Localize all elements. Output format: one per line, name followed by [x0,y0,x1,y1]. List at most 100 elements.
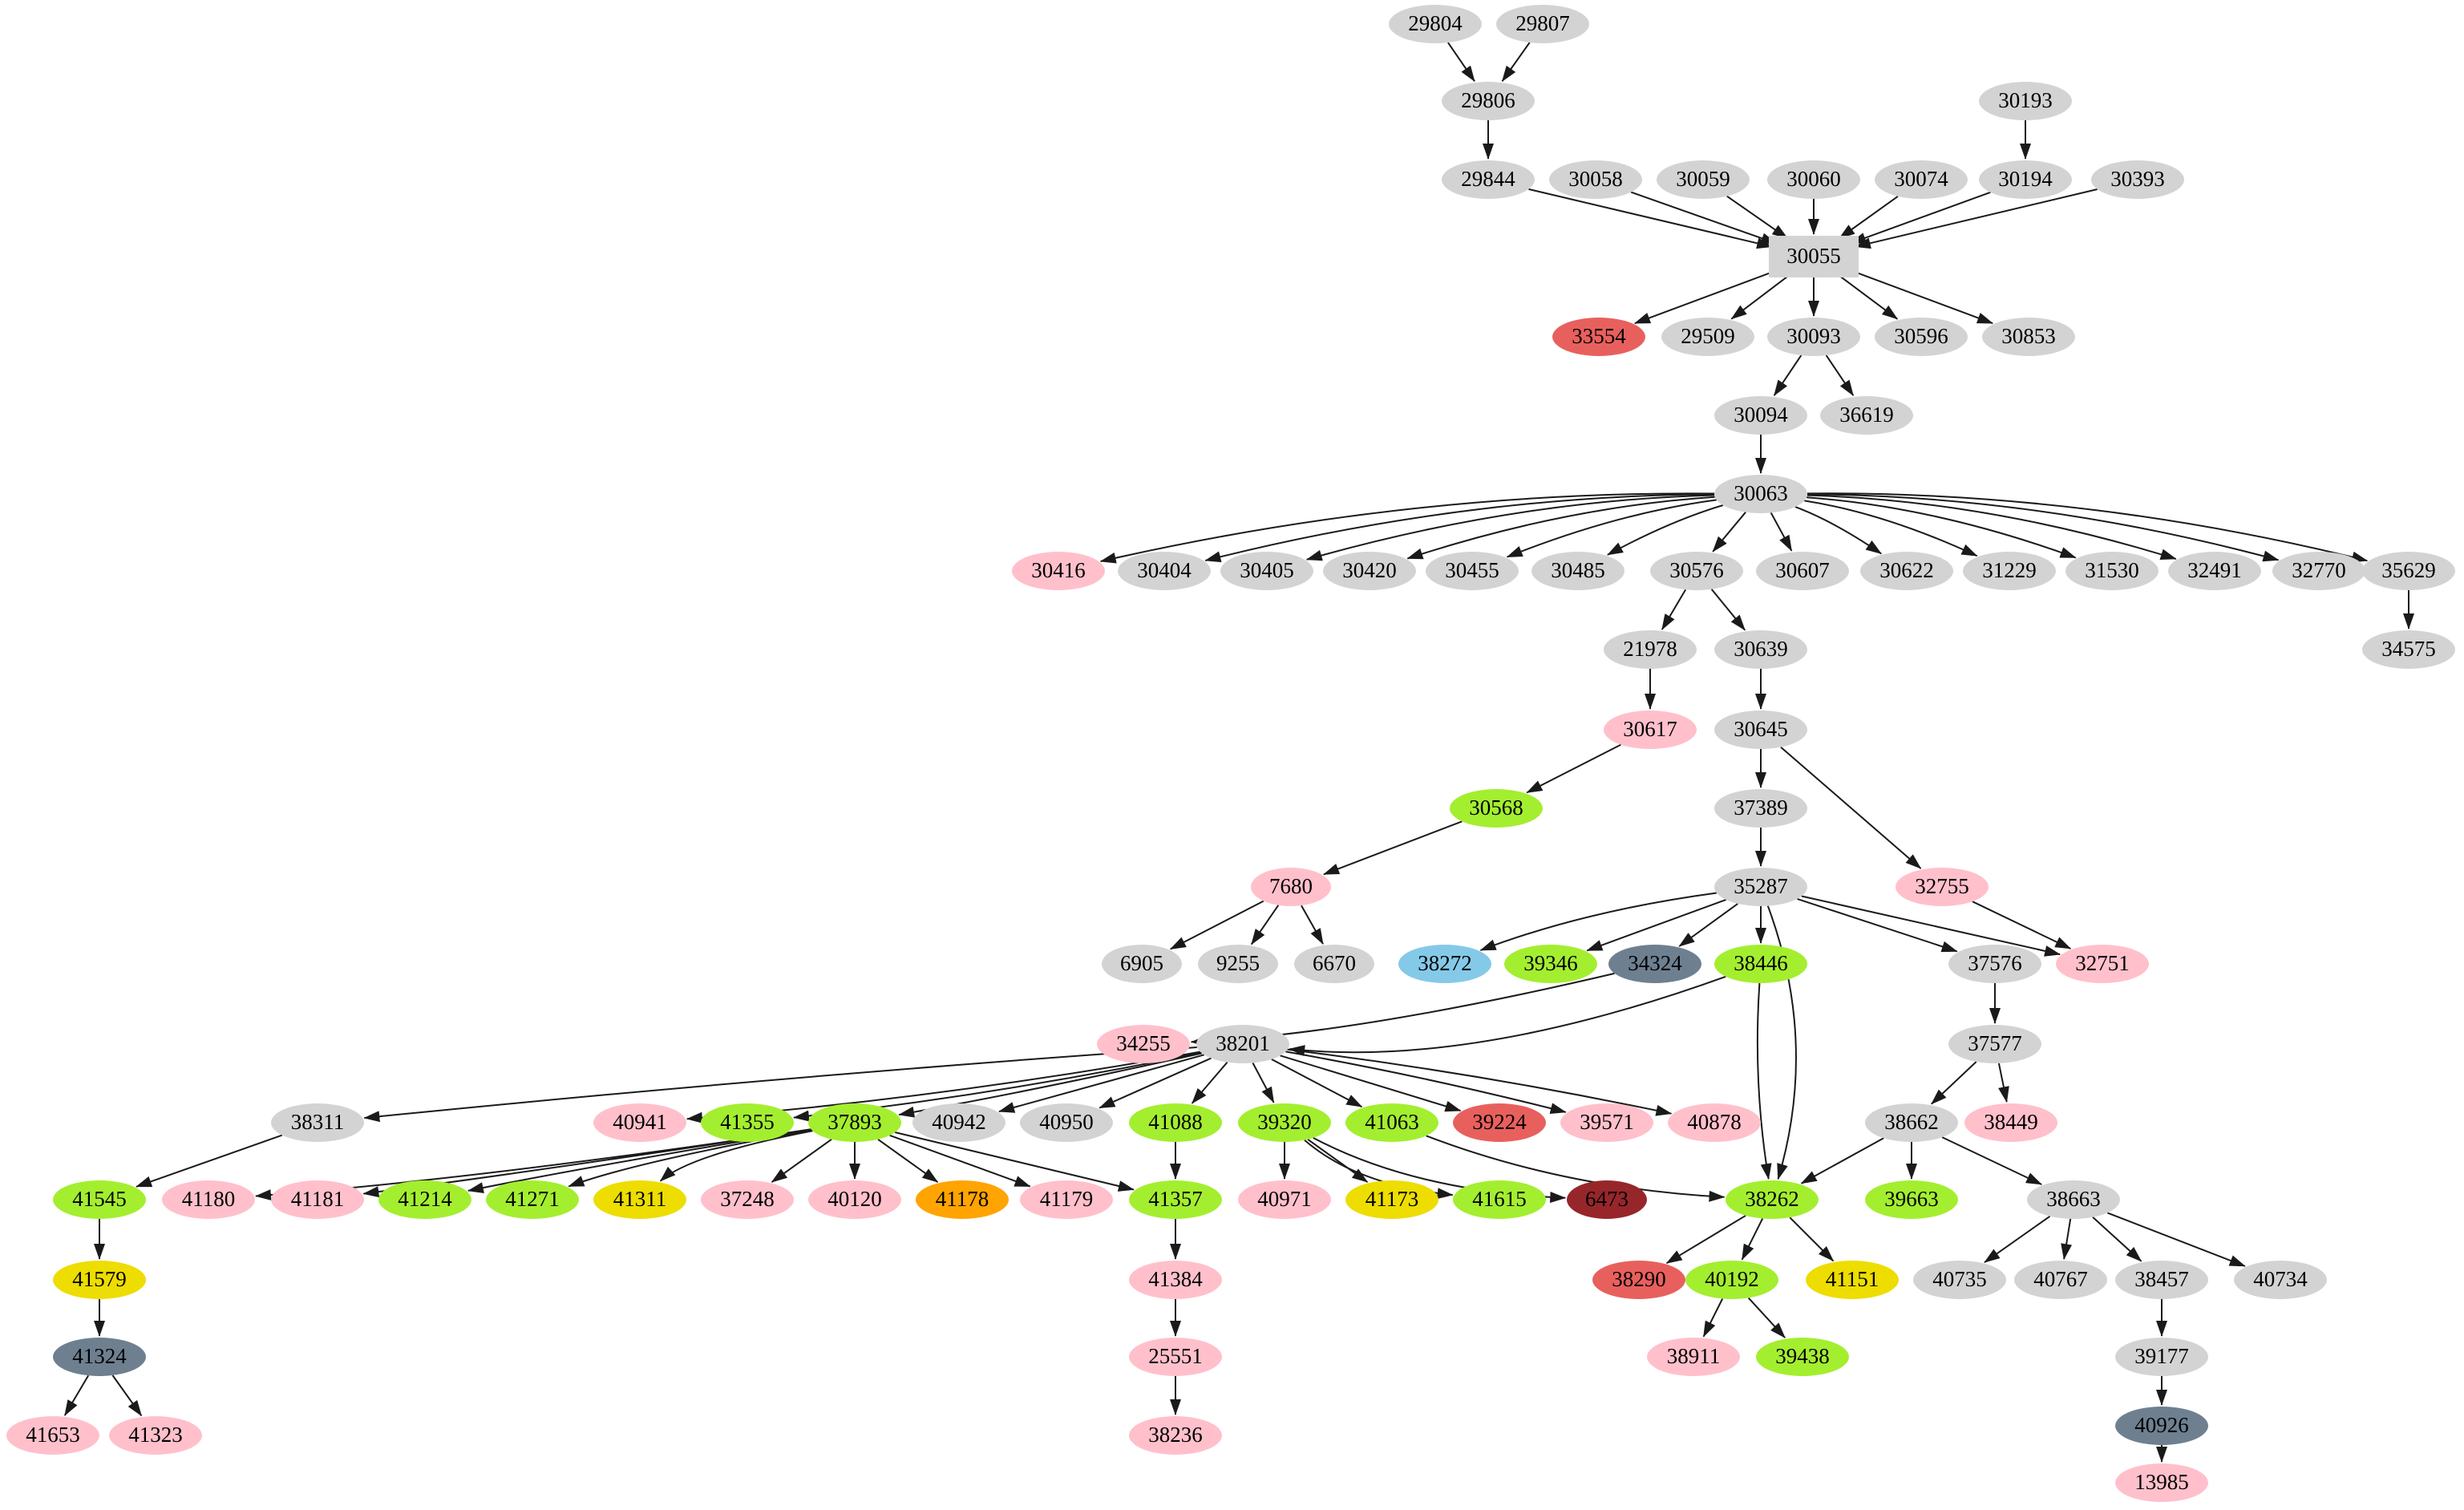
node-38201: 38201 [1196,1025,1289,1063]
node-6670: 6670 [1294,945,1374,983]
node-label-39177: 39177 [2134,1344,2189,1368]
node-label-30058: 30058 [1568,167,1623,191]
node-ellipse-41063 [1345,1103,1438,1142]
node-32751: 32751 [2056,945,2149,983]
edge-30617-30568 [1526,743,1621,794]
node-label-38457: 38457 [2134,1267,2189,1291]
node-label-38290: 38290 [1612,1267,1666,1291]
node-ellipse-30576 [1650,552,1743,590]
node-label-30485: 30485 [1551,558,1605,582]
node-38911: 38911 [1647,1338,1740,1376]
node-ellipse-21978 [1604,630,1697,669]
node-label-37389: 37389 [1734,795,1788,820]
node-30617: 30617 [1604,710,1697,749]
node-29806: 29806 [1442,82,1535,120]
node-ellipse-39571 [1560,1103,1653,1142]
node-41088: 41088 [1129,1103,1222,1142]
node-label-30416: 30416 [1031,558,1086,582]
node-30193: 30193 [1979,82,2072,120]
node-41179: 41179 [1020,1180,1113,1219]
node-label-6670: 6670 [1313,951,1356,975]
node-ellipse-41545 [53,1180,146,1219]
node-30055: 30055 [1769,236,1859,277]
node-30405: 30405 [1220,552,1313,590]
node-ellipse-38662 [1865,1103,1958,1142]
node-37577: 37577 [1948,1025,2041,1063]
node-label-38236: 38236 [1148,1423,1203,1447]
node-label-40941: 40941 [613,1110,667,1134]
node-ellipse-30416 [1012,552,1105,590]
node-38449: 38449 [1964,1103,2057,1142]
edge-40192-39438 [1747,1297,1786,1338]
node-30645: 30645 [1714,710,1807,749]
node-label-39438: 39438 [1775,1344,1830,1368]
edge-41324-41323 [111,1374,143,1417]
edge-30093-30094 [1773,354,1802,397]
node-ellipse-40734 [2234,1261,2327,1299]
node-35629: 35629 [2362,552,2455,590]
edge-7680-9255 [1250,905,1280,945]
edge-38663-38457 [2092,1217,2142,1262]
node-41615: 41615 [1453,1180,1546,1219]
edge-30576-21978 [1661,589,1687,630]
node-label-40735: 40735 [1932,1267,1987,1291]
node-label-40926: 40926 [2134,1413,2189,1437]
node-ellipse-38446 [1714,945,1807,983]
edge-38662-38262 [1800,1137,1884,1184]
edge-38262-41151 [1789,1217,1835,1262]
edge-30055-33554 [1633,269,1779,325]
node-label-30074: 30074 [1894,167,1948,191]
node-40941: 40941 [593,1103,686,1142]
node-ellipse-30455 [1426,552,1519,590]
node-label-21978: 21978 [1623,637,1677,661]
node-40735: 40735 [1913,1261,2006,1299]
node-41579: 41579 [53,1261,146,1299]
edge-30055-30596 [1837,273,1899,320]
node-37576: 37576 [1948,945,2041,983]
node-41063: 41063 [1345,1103,1438,1142]
node-21978: 21978 [1604,630,1697,669]
node-label-39224: 39224 [1472,1110,1527,1134]
edge-38201-41063 [1271,1059,1363,1108]
node-30576: 30576 [1650,552,1743,590]
node-label-13985: 13985 [2134,1470,2189,1494]
node-ellipse-30405 [1220,552,1313,590]
node-label-9255: 9255 [1216,951,1260,975]
node-ellipse-41180 [162,1180,255,1219]
graph-nodes: 29804 29807 29806 30193 29844 30058 30059 30060… [6,5,2455,1502]
node-ellipse-40878 [1668,1103,1761,1142]
node-label-30094: 30094 [1734,403,1788,427]
node-40926: 40926 [2115,1407,2208,1445]
node-label-38311: 38311 [291,1110,345,1134]
node-ellipse-33554 [1552,318,1645,356]
edge-38262-38290 [1665,1214,1746,1265]
edge-38201-39224 [1280,1055,1462,1112]
node-34324: 34324 [1608,945,1701,983]
node-ellipse-41179 [1020,1180,1113,1219]
node-ellipse-30420 [1323,552,1416,590]
edge-32755-32751 [1972,901,2072,949]
node-ellipse-41151 [1806,1261,1899,1299]
node-ellipse-40192 [1685,1261,1778,1299]
node-label-40767: 40767 [2033,1267,2088,1291]
node-label-30404: 30404 [1137,558,1192,582]
node-ellipse-35629 [2362,552,2455,590]
node-label-41355: 41355 [720,1110,775,1134]
edge-30063-32491 [1807,494,2177,561]
node-41173: 41173 [1345,1180,1438,1219]
node-label-39346: 39346 [1523,951,1578,975]
node-ellipse-30058 [1549,160,1642,199]
node-30639: 30639 [1714,630,1807,669]
node-39224: 39224 [1453,1103,1546,1142]
node-ellipse-41357 [1129,1180,1222,1219]
edge-30063-30607 [1770,512,1793,552]
node-30404: 30404 [1118,552,1211,590]
edge-29807-29806 [1501,42,1531,83]
node-39177: 39177 [2115,1338,2208,1376]
node-ellipse-30645 [1714,710,1807,749]
node-label-37893: 37893 [827,1110,882,1134]
node-label-30055: 30055 [1786,244,1841,268]
node-9255: 9255 [1198,945,1278,983]
node-ellipse-30093 [1767,318,1860,356]
edge-30055-29509 [1730,273,1791,320]
